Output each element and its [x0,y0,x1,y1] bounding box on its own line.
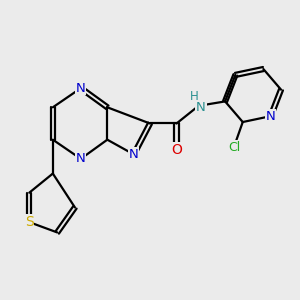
Text: O: O [171,143,182,157]
Text: Cl: Cl [228,141,240,154]
Text: S: S [25,215,34,229]
Text: N: N [266,110,276,123]
Text: N: N [196,101,206,114]
Text: N: N [76,152,86,165]
Text: H: H [190,91,199,103]
Text: N: N [129,148,139,161]
Text: N: N [76,82,86,95]
